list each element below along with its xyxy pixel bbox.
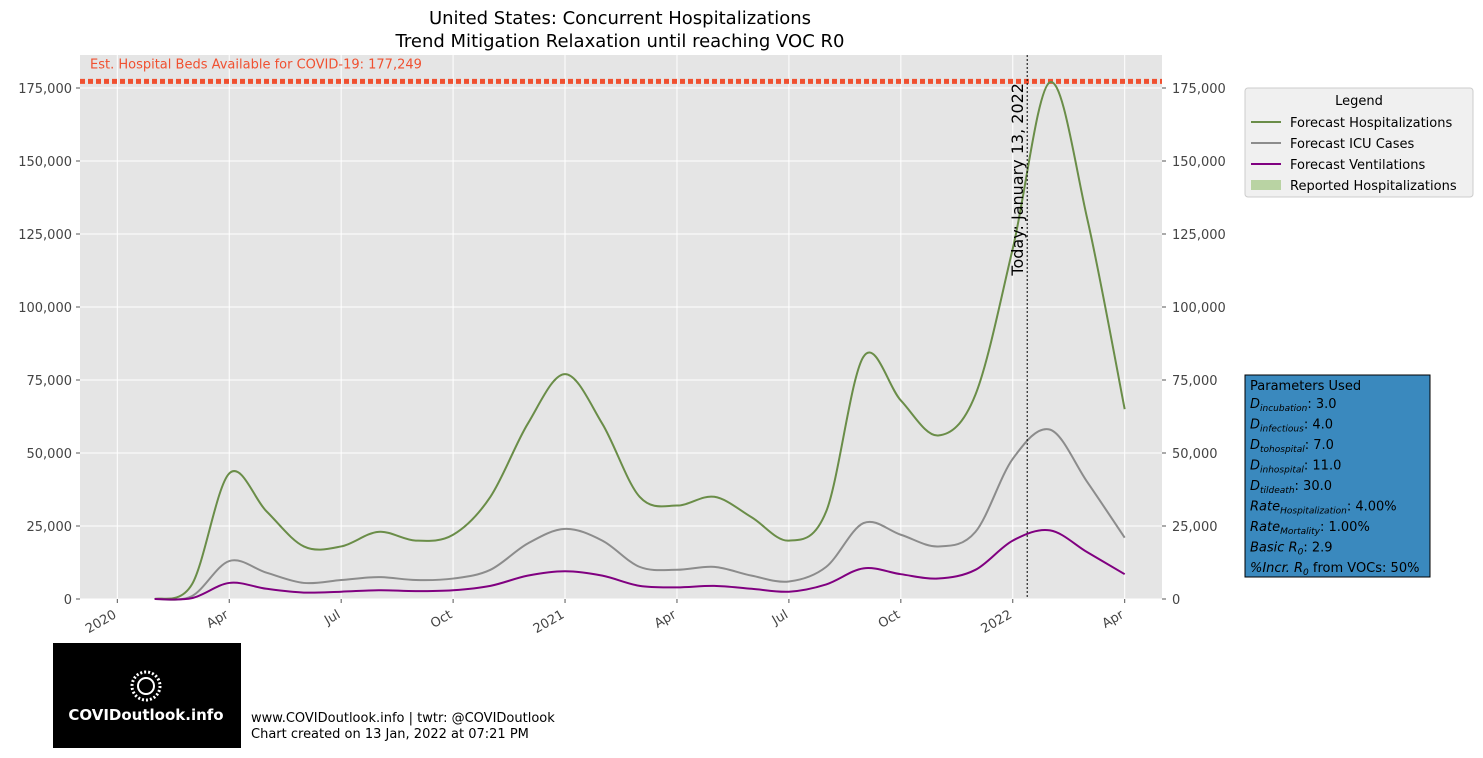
- parameter-sub: inhospital: [1260, 466, 1304, 476]
- logo: [53, 643, 241, 748]
- parameter-name: D: [1250, 418, 1260, 433]
- parameter-value: from VOCs: 50%: [1309, 561, 1420, 576]
- y-tick-label: 150,000: [18, 155, 72, 170]
- parameter-name: D: [1250, 459, 1260, 474]
- parameter: Dinfectious: 4.0: [1250, 418, 1333, 435]
- legend-label: Forecast Ventilations: [1290, 158, 1425, 173]
- parameter-sub: Hospitalization: [1280, 507, 1347, 517]
- chart-title: United States: Concurrent Hospitalizatio…: [429, 8, 811, 29]
- parameter-value: : 7.0: [1305, 438, 1334, 453]
- parameter-value: : 4.00%: [1347, 500, 1397, 515]
- parameter-value: : 4.0: [1304, 418, 1333, 433]
- x-tick-label: 2021: [531, 607, 567, 637]
- logo-text: COVIDoutlook.info: [68, 706, 223, 724]
- footer: Chart created on 13 Jan, 2022 at 07:21 P…: [251, 727, 529, 742]
- parameter-name: D: [1250, 397, 1260, 412]
- legend-label: Forecast Hospitalizations: [1290, 116, 1452, 131]
- y-tick-label: 100,000: [18, 301, 72, 316]
- parameter-sub: Mortality: [1280, 527, 1321, 537]
- y-tick-label: 25,000: [27, 520, 73, 535]
- parameter-name: D: [1250, 438, 1260, 453]
- y2-tick-label: 150,000: [1172, 155, 1226, 170]
- parameter-name: Basic R: [1250, 541, 1298, 556]
- parameter-sub: tildeath: [1260, 486, 1295, 496]
- chart-subtitle: Trend Mitigation Relaxation until reachi…: [395, 31, 845, 52]
- logo-icon: [137, 677, 155, 695]
- parameter: %Incr. R0 from VOCs: 50%: [1250, 561, 1419, 578]
- parameters-box: [1244, 374, 1431, 578]
- today-label: Today: January 13, 2022: [1008, 83, 1027, 277]
- x-tick-label: Jul: [321, 607, 343, 628]
- parameter-sub: 0: [1303, 568, 1309, 578]
- x-tick-label: 2022: [979, 607, 1015, 637]
- y2-tick-label: 75,000: [1172, 374, 1218, 389]
- x-tick-label: Apr: [1100, 607, 1128, 632]
- parameter-name: Rate: [1250, 520, 1280, 535]
- legend-title: Legend: [1335, 94, 1383, 109]
- x-tick-label: Apr: [204, 607, 232, 632]
- parameter: RateHospitalization: 4.00%: [1250, 500, 1397, 517]
- parameter-name: %Incr. R: [1250, 561, 1303, 576]
- y-tick-label: 75,000: [27, 374, 73, 389]
- parameter-sub: tohospital: [1260, 445, 1305, 455]
- x-tick-label: Oct: [876, 607, 903, 631]
- y2-tick-label: 125,000: [1172, 228, 1226, 243]
- parameter: Dinhospital: 11.0: [1250, 459, 1341, 476]
- legend-label: Forecast ICU Cases: [1290, 137, 1415, 152]
- parameter-name: Rate: [1250, 500, 1280, 515]
- parameter-sub: incubation: [1260, 404, 1308, 414]
- logo-icon: [130, 670, 162, 702]
- parameter-value: : 3.0: [1307, 397, 1336, 412]
- y2-tick-label: 175,000: [1172, 82, 1226, 97]
- x-tick-label: Apr: [652, 607, 680, 632]
- y-tick-label: 125,000: [18, 228, 72, 243]
- parameter-sub: 0: [1298, 548, 1304, 558]
- beds-label: Est. Hospital Beds Available for COVID-1…: [90, 57, 422, 72]
- y2-tick-label: 0: [1172, 593, 1180, 608]
- parameter: Dincubation: 3.0: [1250, 397, 1337, 414]
- parameter-name: D: [1250, 479, 1260, 494]
- parameter-sub: infectious: [1260, 425, 1304, 435]
- legend-box: [1244, 87, 1474, 198]
- series-line: [154, 428, 1126, 601]
- parameter: RateMortality: 1.00%: [1250, 520, 1370, 537]
- parameter: Dtildeath: 30.0: [1250, 479, 1332, 496]
- parameter-value: : 11.0: [1304, 459, 1341, 474]
- series-line: [154, 528, 1126, 601]
- y-tick-label: 175,000: [18, 82, 72, 97]
- parameter-value: : 2.9: [1303, 541, 1332, 556]
- legend-swatch: [1251, 180, 1281, 190]
- y2-tick-label: 100,000: [1172, 301, 1226, 316]
- y2-tick-label: 50,000: [1172, 447, 1218, 462]
- footer: www.COVIDoutlook.info | twtr: @COVIDoutl…: [251, 711, 555, 726]
- legend-label: Reported Hospitalizations: [1290, 179, 1457, 194]
- parameters-title: Parameters Used: [1250, 379, 1361, 394]
- x-tick-label: Oct: [428, 607, 455, 631]
- plot-area: [80, 55, 1162, 599]
- y-tick-label: 50,000: [27, 447, 73, 462]
- parameter: Basic R0: 2.9: [1250, 541, 1333, 558]
- series-line: [154, 81, 1126, 600]
- x-tick-label: Jul: [769, 607, 791, 628]
- parameter: Dtohospital: 7.0: [1250, 438, 1334, 455]
- parameter-value: : 30.0: [1295, 479, 1332, 494]
- y-tick-label: 0: [64, 593, 72, 608]
- parameter-value: : 1.00%: [1320, 520, 1370, 535]
- y2-tick-label: 25,000: [1172, 520, 1218, 535]
- x-tick-label: 2020: [83, 607, 119, 637]
